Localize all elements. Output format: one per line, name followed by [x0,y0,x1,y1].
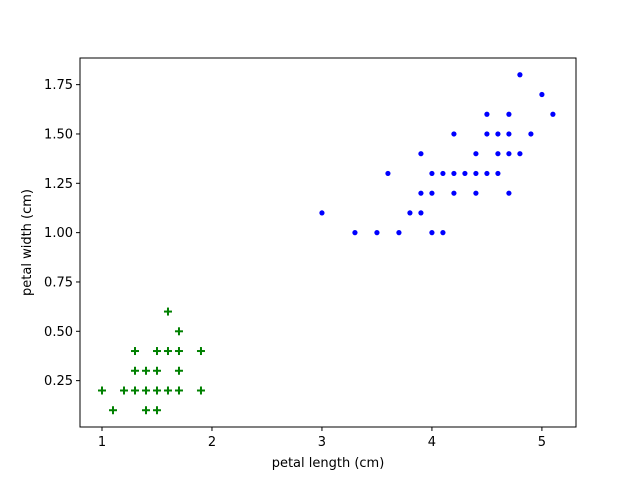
dot-marker [517,151,523,157]
dot-marker [319,210,325,216]
dot-marker [451,131,457,137]
plus-marker [130,386,139,395]
plot-frame [79,57,577,428]
dot-marker [484,170,490,177]
plus-marker [163,386,172,395]
plus-marker [97,386,106,395]
x-axis-ticks: 1 2 3 4 5 [98,427,546,450]
x-tick-label: 5 [538,435,546,450]
plus-marker [174,327,183,336]
y-tick-label: 0.50 [44,325,73,340]
dot-marker [440,170,446,177]
plus-marker [152,366,161,375]
dot-marker [484,111,490,117]
plus-marker [196,347,205,356]
plus-marker [108,406,117,415]
dot-marker [429,190,435,196]
dot-marker [473,190,479,196]
x-tick-label: 1 [98,435,106,450]
dot-marker [473,170,479,177]
y-axis-ticks: 0.25 0.50 0.75 1.00 1.25 1.50 1.75 [44,78,80,389]
x-tick-label: 2 [208,435,216,450]
dot-marker [495,131,501,137]
y-tick-label: 0.25 [44,374,73,389]
plus-marker [141,386,150,395]
plus-marker [152,347,161,356]
dot-marker [517,72,523,78]
dot-marker [418,151,424,157]
dot-marker [506,111,512,117]
dot-marker [429,170,435,177]
dot-marker [506,151,512,157]
plus-marker [174,347,183,356]
plus-marker [163,307,172,316]
plus-marker [152,386,161,395]
y-tick-label: 1.00 [44,226,73,241]
plus-marker [141,366,150,375]
y-tick-label: 1.50 [44,127,73,142]
y-tick-label: 0.75 [44,275,73,290]
y-axis-label: petal width (cm) [20,189,35,296]
x-tick-label: 3 [318,435,326,450]
dot-marker [418,210,424,216]
dot-marker [484,131,490,137]
plus-marker [174,366,183,375]
dot-marker [385,170,391,177]
dot-marker [528,131,534,137]
y-tick-label: 1.75 [44,78,73,93]
dot-marker [418,190,424,196]
dot-marker [506,190,512,196]
dot-marker [495,170,501,177]
dot-marker [506,131,512,137]
dot-marker [440,230,446,236]
dot-marker [407,210,413,216]
x-axis-label: petal length (cm) [272,456,385,471]
dot-marker [550,111,556,117]
dot-marker [352,230,358,236]
dot-marker [462,170,468,177]
y-tick-label: 1.25 [44,177,73,192]
dot-marker [539,91,545,98]
dot-marker [451,170,457,177]
plus-marker [119,386,128,395]
x-tick-label: 4 [428,435,436,450]
plus-marker [130,366,139,375]
plus-marker [152,406,161,415]
dot-marker [374,230,380,236]
plus-marker [196,386,205,395]
plus-marker [130,347,139,356]
dot-marker [451,190,457,196]
dot-marker [429,230,435,236]
dot-marker [396,230,402,236]
plus-marker [141,406,150,415]
dot-marker [495,151,501,157]
plus-marker [174,386,183,395]
dot-marker [473,151,479,157]
plot-marks [97,72,556,415]
plus-marker [163,347,172,356]
